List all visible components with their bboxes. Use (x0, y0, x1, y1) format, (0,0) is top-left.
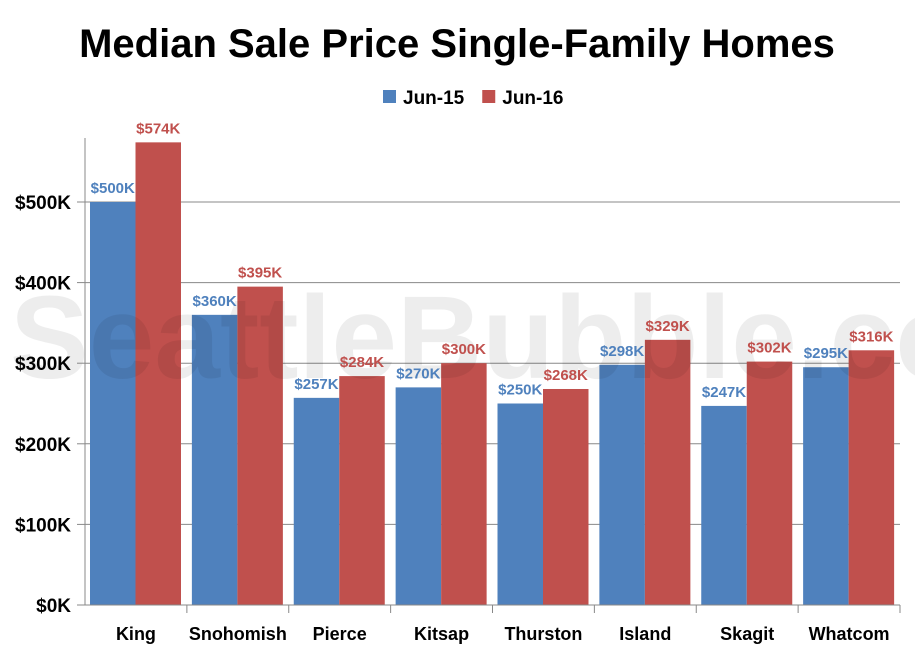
axes: $0K $100K $200K $300K $400K $500K King Snohomis… (15, 138, 901, 644)
data-label: $268K (544, 367, 588, 384)
bars (90, 142, 895, 605)
data-label: $257K (294, 376, 338, 393)
bar-jun-15 (293, 397, 340, 605)
data-label: $295K (804, 345, 848, 362)
legend-swatch (482, 90, 496, 103)
x-tick-label: Pierce (313, 624, 367, 644)
bar-jun-16 (644, 339, 691, 605)
data-label: $270K (396, 365, 440, 382)
legend-label: Jun-16 (502, 88, 563, 109)
x-tick-label: Whatcom (809, 624, 890, 644)
data-label: $360K (193, 293, 237, 310)
data-label: $302K (747, 340, 791, 357)
y-tick-label: $300K (15, 354, 71, 375)
data-label: $284K (340, 354, 384, 371)
bar-jun-15 (90, 202, 136, 605)
data-label: $316K (849, 328, 893, 345)
data-label: $247K (702, 384, 746, 401)
y-tick-label: $500K (15, 193, 71, 214)
data-labels: $500K $574K $360K$395K $257K$284K $270K$300K… (91, 120, 894, 401)
bar-jun-16 (848, 350, 895, 605)
bar-jun-15 (191, 314, 238, 605)
bar-jun-16 (339, 376, 385, 605)
data-label: $574K (136, 120, 180, 137)
x-tick-label: Thurston (504, 624, 582, 644)
y-tick-label: $400K (15, 274, 71, 295)
legend-label: Jun-15 (403, 88, 465, 109)
data-label: $395K (238, 265, 282, 282)
bar-jun-15 (803, 367, 849, 605)
y-tick-label: $200K (15, 435, 71, 456)
bar-jun-15 (497, 403, 543, 605)
bar-jun-16 (135, 142, 181, 605)
data-label: $329K (646, 318, 690, 335)
x-tick-label: Kitsap (414, 624, 469, 644)
data-label: $500K (91, 180, 135, 197)
x-tick-label: Snohomish (189, 624, 287, 644)
legend-swatch (383, 90, 396, 103)
bar-jun-16 (237, 286, 283, 605)
bar-jun-15 (395, 387, 442, 605)
watermark: SeattleBubble.com (10, 272, 915, 404)
x-tick-label: Skagit (720, 624, 774, 644)
y-tick-label: $100K (15, 515, 71, 536)
x-tick-label: Island (619, 624, 671, 644)
bar-jun-16 (441, 363, 487, 605)
data-label: $250K (498, 382, 542, 399)
x-tick-label: King (116, 624, 156, 644)
chart-title: Median Sale Price Single-Family Homes (79, 22, 835, 66)
bar-jun-16 (543, 388, 589, 605)
bar-jun-16 (746, 361, 793, 605)
data-label: $300K (442, 341, 486, 358)
y-tick-label: $0K (36, 596, 71, 617)
bar-jun-15 (599, 364, 645, 605)
bar-jun-15 (701, 405, 747, 605)
data-label: $298K (600, 343, 644, 360)
legend: Jun-15 Jun-16 (383, 88, 564, 109)
